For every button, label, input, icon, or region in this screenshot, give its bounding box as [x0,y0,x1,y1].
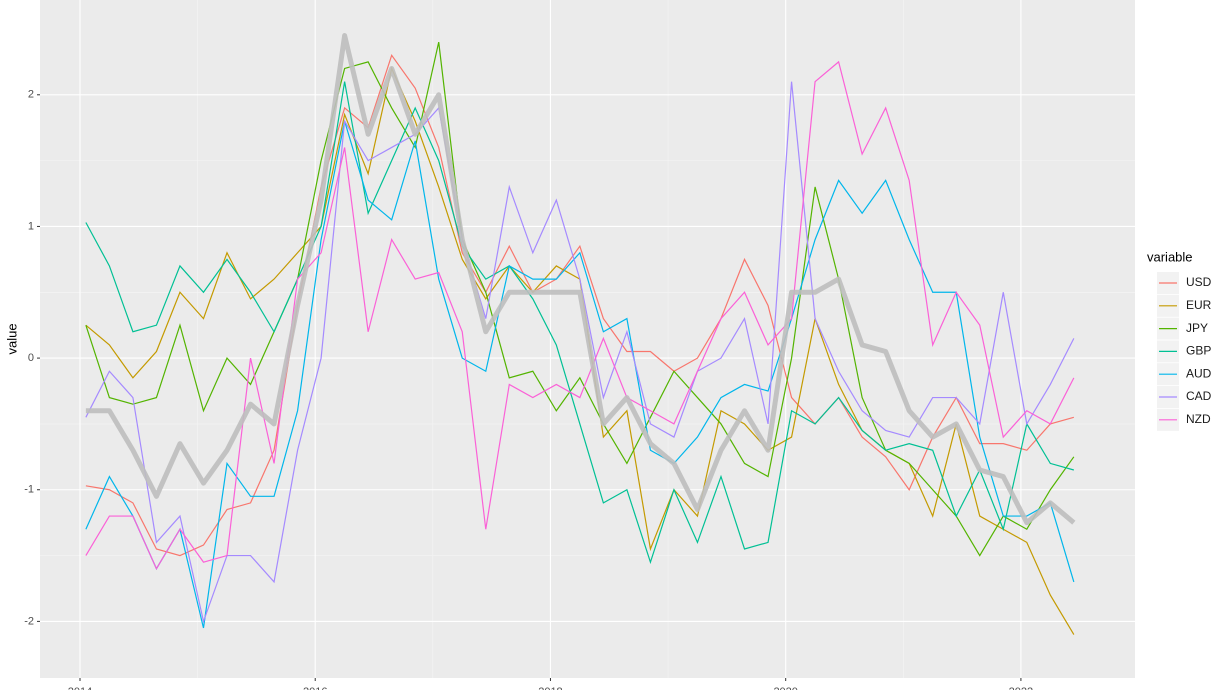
y-tick-label: 1 [28,220,34,232]
series-line [85,41,1075,557]
series-line [85,81,1075,624]
legend-label: NZD [1186,412,1211,426]
legend-label: GBP [1186,344,1211,358]
x-tick-label: 2020 [773,686,797,690]
x-tick-label: 2016 [303,686,327,690]
y-tick-label: -2 [24,615,34,627]
series-line [85,120,1075,629]
legend-label: USD [1186,275,1212,289]
x-tick-label: 2018 [538,686,562,690]
y-axis-title: value [4,323,19,354]
legend-label: CAD [1186,389,1212,403]
series-line [85,60,1075,571]
legend-label: AUD [1186,366,1212,380]
x-tick-label: 2014 [68,686,92,690]
legend: variable USD EUR JPY GBP AUD CAD NZD [1147,249,1212,431]
legend-title: variable [1147,249,1193,264]
series-line [85,53,1075,557]
y-tick-label: -1 [24,484,34,496]
y-tick-label: 2 [28,89,34,101]
y-tick-label: 0 [28,352,34,364]
trend-line [85,33,1076,526]
x-tick-label: 2022 [1009,686,1033,690]
legend-label: JPY [1186,321,1208,335]
legend-label: EUR [1186,298,1212,312]
series-line [85,81,1075,565]
